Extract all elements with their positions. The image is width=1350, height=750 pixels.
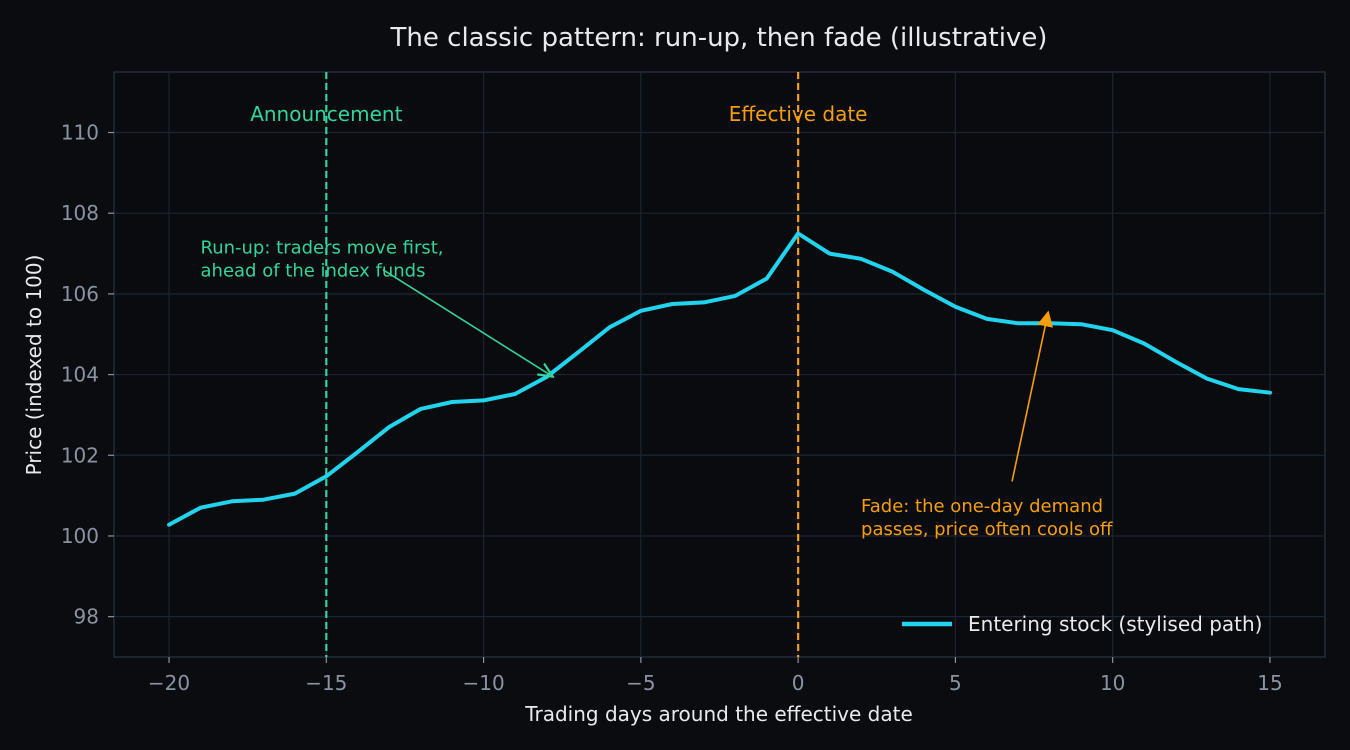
x-tick-label: −10 bbox=[462, 671, 504, 695]
annotation-text: ahead of the index funds bbox=[201, 261, 426, 282]
chart-title: The classic pattern: run-up, then fade (… bbox=[390, 23, 1048, 53]
x-tick-label: −20 bbox=[148, 671, 190, 695]
grid bbox=[114, 72, 1325, 657]
y-tick-label: 110 bbox=[61, 121, 99, 145]
y-tick-label: 106 bbox=[61, 282, 99, 306]
tick-labels: −20 −15 −10 −5 0 5 10 15 98 100 102 104 106 108 110 bbox=[61, 121, 1283, 695]
annotation-arrow bbox=[382, 269, 553, 377]
series-line bbox=[167, 231, 1272, 527]
vline-label: Announcement bbox=[250, 102, 402, 126]
x-tick-label: −15 bbox=[305, 671, 347, 695]
x-tick-label: −5 bbox=[626, 671, 655, 695]
legend-label: Entering stock (stylised path) bbox=[968, 612, 1262, 636]
vline-label: Effective date bbox=[729, 102, 868, 126]
legend: Entering stock (stylised path) bbox=[902, 612, 1262, 636]
annotation-text: passes, price often cools off bbox=[861, 519, 1113, 540]
y-tick-label: 108 bbox=[61, 201, 99, 225]
y-tick-label: 100 bbox=[61, 524, 99, 548]
y-tick-label: 98 bbox=[74, 605, 99, 629]
x-axis-label: Trading days around the effective date bbox=[524, 702, 913, 726]
x-tick-label: 15 bbox=[1257, 671, 1282, 695]
x-tick-label: 10 bbox=[1100, 671, 1125, 695]
x-tick-label: 5 bbox=[949, 671, 962, 695]
annotation-text: Run-up: traders move first, bbox=[201, 238, 444, 259]
series-layer bbox=[167, 231, 1272, 527]
x-tick-label: 0 bbox=[792, 671, 805, 695]
annotation-text: Fade: the one-day demand bbox=[861, 496, 1103, 517]
y-tick-label: 104 bbox=[61, 363, 99, 387]
plot-area bbox=[113, 71, 1326, 658]
y-axis-label: Price (indexed to 100) bbox=[22, 255, 46, 476]
annotation-arrow bbox=[1011, 310, 1054, 482]
annotations: Run-up: traders move first,ahead of the … bbox=[201, 238, 1114, 540]
y-tick-label: 102 bbox=[61, 443, 99, 467]
reference-lines: Announcement Effective date bbox=[250, 72, 867, 657]
